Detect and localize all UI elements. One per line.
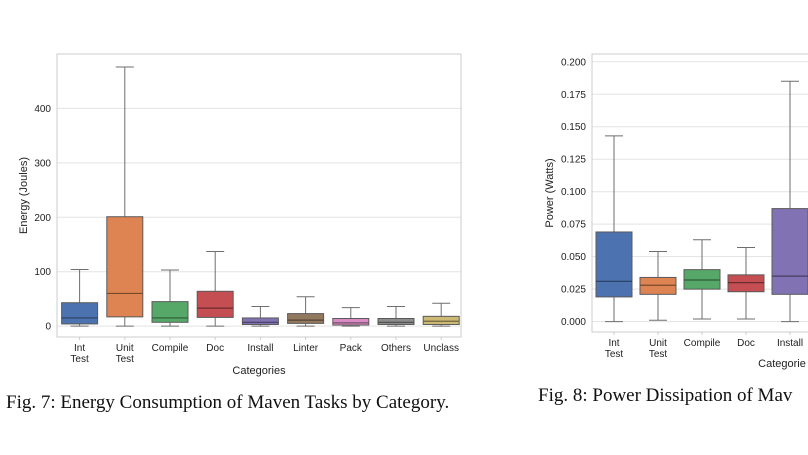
fig7-box-pack (332, 307, 370, 327)
fig8-xtick-label: Int (608, 338, 619, 349)
box-iqr (287, 313, 325, 324)
box-iqr (422, 315, 460, 325)
fig7-box-unit-test (106, 66, 144, 327)
box-iqr (639, 276, 677, 295)
fig7-xtick-label: Int (74, 343, 85, 354)
fig8-box-int-test (595, 135, 633, 323)
fig8-box-doc (727, 247, 765, 320)
fig8-box-compile (683, 239, 721, 320)
box-iqr (61, 302, 99, 325)
fig8-box-install (771, 80, 808, 323)
fig7-box-others (377, 306, 415, 327)
box-iqr (196, 290, 234, 318)
fig8-xtick-label: Test (605, 349, 624, 360)
fig8-ytick-label: 0.050 (561, 252, 586, 263)
fig7-ytick-label: 300 (34, 158, 51, 169)
fig7-plot-frame (56, 53, 462, 338)
box-iqr (683, 269, 721, 290)
fig8-ytick-label: 0.175 (561, 90, 586, 101)
figure-7-caption: Fig. 7: Energy Consumption of Maven Task… (6, 392, 450, 413)
fig7-box-compile (151, 269, 189, 327)
figure-8-caption: Fig. 8: Power Dissipation of Mav (538, 385, 793, 406)
fig8-xtick-label: Unit (649, 338, 667, 349)
box-iqr (771, 208, 808, 295)
fig8-xtick-label: Test (649, 349, 668, 360)
fig7-ytick-label: 100 (34, 267, 51, 278)
box-iqr (332, 317, 370, 326)
fig7-box-int-test (61, 269, 99, 327)
box-iqr (241, 317, 279, 325)
fig7-box-doc (196, 251, 234, 327)
fig8-xtick-label: Doc (737, 338, 755, 349)
fig7-xtick-label: Others (381, 343, 411, 354)
fig8-ytick-label: 0.100 (561, 187, 586, 198)
fig7-xtick-label: Doc (206, 343, 224, 354)
fig8-ytick-label: 0.200 (561, 57, 586, 68)
fig8-ytick-label: 0.000 (561, 317, 586, 328)
fig8-box-unit-test (639, 250, 677, 321)
fig7-xtick-label: Unit (116, 343, 134, 354)
fig8-x-axis-label: Categorie (758, 358, 806, 370)
fig8-xtick-label: Install (777, 338, 803, 349)
fig7-y-axis-label: Energy (Joules) (18, 157, 30, 234)
box-iqr (727, 274, 765, 293)
fig7-ytick-label: 200 (34, 213, 51, 224)
fig8-plot-frame (591, 53, 808, 333)
box-iqr (377, 317, 415, 325)
fig7-xtick-label: Unclass (423, 343, 459, 354)
fig7-xtick-label: Test (116, 354, 135, 365)
fig7-xtick-label: Compile (152, 343, 189, 354)
fig7-box-unclass (422, 302, 460, 327)
fig7-ytick-label: 400 (34, 104, 51, 115)
fig8-ytick-label: 0.075 (561, 220, 586, 231)
box-iqr (595, 231, 633, 298)
fig7-xtick-label: Install (247, 343, 273, 354)
box-iqr (106, 216, 144, 318)
fig8-xtick-label: Compile (684, 338, 721, 349)
fig7-ytick-label: 0 (45, 322, 51, 333)
fig7-box-install (241, 306, 279, 327)
fig8-ytick-label: 0.150 (561, 122, 586, 133)
fig7-x-axis-label: Categories (232, 365, 286, 377)
fig7-xtick-label: Test (70, 354, 89, 365)
fig8-ytick-label: 0.125 (561, 155, 586, 166)
fig7-xtick-label: Pack (340, 343, 363, 354)
fig7-box-linter (287, 296, 325, 327)
fig8-ytick-label: 0.025 (561, 285, 586, 296)
fig8-y-axis-label: Power (Watts) (544, 158, 556, 227)
box-iqr (151, 301, 189, 323)
fig8-chart: 0.000 0.025 0.050 0.075 0.100 0.125 0.150 0.175… (544, 53, 808, 370)
fig7-xtick-label: Linter (293, 343, 319, 354)
